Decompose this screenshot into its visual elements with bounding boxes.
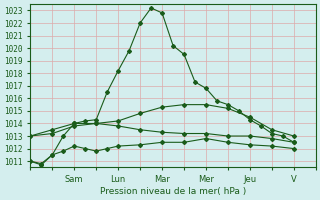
X-axis label: Pression niveau de la mer( hPa ): Pression niveau de la mer( hPa ) [100,187,246,196]
